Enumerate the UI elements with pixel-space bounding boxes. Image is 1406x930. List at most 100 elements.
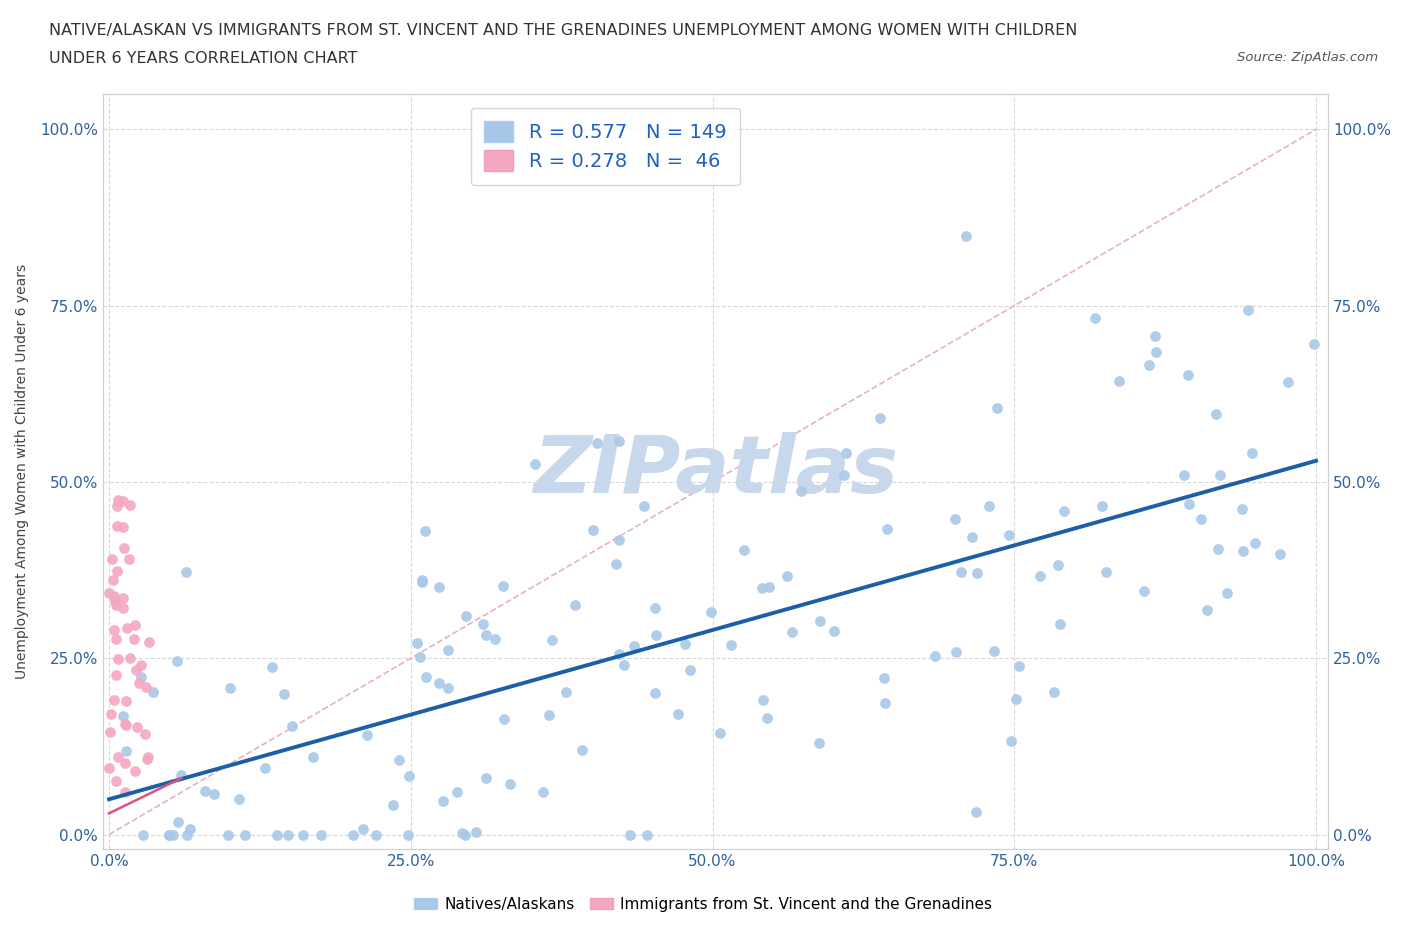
Point	[965, 804, 987, 819]
Point	[1209, 467, 1232, 482]
Point	[302, 750, 325, 764]
Point	[1137, 358, 1160, 373]
Point	[411, 572, 433, 587]
Point	[356, 727, 378, 742]
Point	[876, 521, 898, 536]
Point	[104, 631, 127, 646]
Point	[176, 827, 198, 842]
Point	[437, 643, 460, 658]
Point	[1243, 536, 1265, 551]
Point	[342, 827, 364, 842]
Point	[756, 711, 779, 725]
Point	[432, 793, 454, 808]
Point	[492, 711, 515, 726]
Point	[454, 827, 477, 842]
Point	[309, 827, 332, 842]
Point	[1195, 603, 1218, 618]
Point	[398, 769, 420, 784]
Point	[409, 649, 432, 664]
Point	[709, 725, 731, 740]
Point	[260, 659, 283, 674]
Point	[1084, 311, 1107, 325]
Point	[949, 565, 972, 580]
Point	[174, 565, 197, 579]
Point	[673, 636, 696, 651]
Point	[1091, 498, 1114, 513]
Point	[1028, 568, 1050, 583]
Point	[997, 527, 1019, 542]
Point	[118, 498, 141, 512]
Point	[924, 648, 946, 663]
Point	[118, 651, 141, 666]
Point	[1303, 337, 1326, 352]
Point	[291, 827, 314, 842]
Point	[138, 634, 160, 649]
Point	[364, 827, 387, 842]
Point	[273, 686, 295, 701]
Point	[471, 617, 494, 631]
Point	[115, 718, 138, 733]
Point	[613, 658, 636, 672]
Point	[943, 512, 966, 526]
Point	[1000, 734, 1022, 749]
Point	[962, 530, 984, 545]
Point	[352, 821, 374, 836]
Point	[456, 609, 478, 624]
Point	[1094, 565, 1116, 579]
Point	[945, 644, 967, 659]
Point	[751, 580, 773, 595]
Point	[633, 498, 655, 513]
Point	[752, 693, 775, 708]
Point	[979, 498, 1001, 513]
Text: NATIVE/ALASKAN VS IMMIGRANTS FROM ST. VINCENT AND THE GRENADINES UNEMPLOYMENT AM: NATIVE/ALASKAN VS IMMIGRANTS FROM ST. VI…	[49, 23, 1077, 38]
Point	[789, 484, 811, 498]
Point	[465, 825, 488, 840]
Point	[1277, 374, 1299, 389]
Point	[381, 798, 404, 813]
Point	[105, 773, 128, 788]
Point	[135, 680, 157, 695]
Point	[808, 736, 831, 751]
Point	[228, 791, 250, 806]
Point	[131, 658, 153, 672]
Point	[107, 492, 129, 507]
Point	[808, 613, 831, 628]
Point	[1043, 684, 1066, 699]
Point	[780, 624, 803, 639]
Point	[415, 670, 437, 684]
Point	[127, 720, 149, 735]
Point	[1049, 617, 1071, 631]
Point	[986, 400, 1008, 415]
Text: UNDER 6 YEARS CORRELATION CHART: UNDER 6 YEARS CORRELATION CHART	[49, 51, 357, 66]
Point	[413, 524, 436, 538]
Point	[111, 601, 134, 616]
Point	[124, 764, 146, 778]
Point	[1205, 406, 1227, 421]
Point	[217, 827, 239, 842]
Point	[835, 445, 858, 460]
Point	[607, 533, 630, 548]
Point	[112, 540, 135, 555]
Point	[619, 827, 641, 842]
Point	[136, 750, 159, 764]
Point	[966, 565, 988, 580]
Point	[101, 573, 124, 588]
Point	[105, 564, 128, 578]
Point	[134, 726, 156, 741]
Legend: Natives/Alaskans, Immigrants from St. Vincent and the Grenadines: Natives/Alaskans, Immigrants from St. Vi…	[408, 891, 998, 918]
Point	[107, 750, 129, 764]
Point	[396, 827, 419, 842]
Point	[388, 752, 411, 767]
Point	[1133, 583, 1156, 598]
Point	[157, 827, 180, 842]
Point	[141, 684, 163, 699]
Point	[170, 768, 193, 783]
Point	[832, 468, 855, 483]
Point	[112, 494, 135, 509]
Point	[1268, 546, 1291, 561]
Point	[586, 435, 609, 450]
Point	[114, 784, 136, 799]
Point	[1008, 658, 1031, 673]
Point	[157, 827, 180, 842]
Point	[699, 604, 721, 619]
